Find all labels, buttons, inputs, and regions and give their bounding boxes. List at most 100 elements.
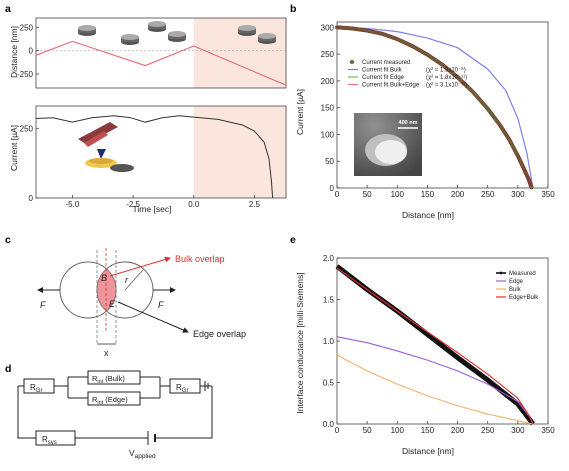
bulk-overlap-arrow: [109, 256, 171, 277]
sem-inset: 400 nm: [354, 113, 422, 176]
x-dimension-label: x: [104, 348, 109, 358]
y-axis-label: Distance [nm]: [9, 26, 19, 78]
plot-frame: [336, 21, 549, 189]
plot-series: [335, 264, 535, 426]
legend-chi2: (χ² = 1.9x10⁻⁸): [426, 67, 466, 74]
panel-a-distance-plot: 250 0 -250 Distance [nm]: [9, 17, 287, 89]
y-tick-label: 0: [330, 184, 335, 193]
y-tick-label: -250: [17, 70, 34, 79]
x-tick-label: 50: [363, 426, 372, 435]
legend-chi2: (χ² = 3.1x10⁻¹²): [426, 83, 467, 89]
y-ticks: 0.0 0.5 1.0 1.5 2.0: [323, 254, 340, 429]
panel-e-conductance-plot: 0 50 100 150 200 250 300 350 0.0 0.5 1.0 1.5 2.0 Di…: [295, 254, 555, 456]
y-ticks: 250 0: [20, 124, 39, 203]
fit-line-edge-bulk: [336, 267, 534, 425]
panel-label-b: b: [290, 3, 296, 15]
x-tick-label: 250: [481, 190, 495, 199]
edge-symbol: E: [109, 299, 116, 309]
bulk-symbol: B: [101, 273, 107, 283]
y-axis-label: Current [µA]: [9, 125, 19, 171]
legend-marker: [349, 59, 355, 65]
edge-overlap-label: Edge overlap: [193, 329, 246, 339]
rsys-label: Rsys: [42, 435, 57, 446]
plot-series: [334, 25, 534, 190]
legend-label: Current fit Bulk+Edge: [362, 83, 420, 89]
x-tick-label: -5.0: [66, 200, 80, 209]
x-tick-label: 0: [335, 190, 340, 199]
y-tick-label: 0: [29, 47, 34, 56]
disc-pictograms: [78, 21, 276, 45]
panel-a-current-plot: 250 0 -5.0 -2.5 0.0 2.5 Current [µA] Time [s…: [9, 105, 287, 214]
legend-marker-dot: [499, 271, 503, 275]
panel-label-e: e: [290, 234, 296, 246]
x-tick-label: 200: [451, 426, 465, 435]
afm-tip-illustration: [78, 122, 134, 172]
x-tick-label: 150: [421, 426, 435, 435]
y-ticks: 250 0 -250: [17, 23, 39, 79]
x-tick-label: 100: [391, 190, 405, 199]
x-axis-label: Distance [nm]: [402, 210, 454, 220]
x-axis-label: Distance [nm]: [402, 446, 454, 456]
legend-label: Current fit Bulk: [362, 68, 403, 74]
vapplied-label: Vapplied: [129, 448, 156, 460]
panel-label-c: c: [5, 234, 11, 246]
y-tick-label: 0.5: [323, 379, 335, 388]
legend-label: Bulk: [509, 287, 522, 293]
measured-line: [335, 264, 535, 426]
x-ticks: 0 50 100 150 200 250 300 350: [335, 185, 555, 199]
y-tick-label: 200: [321, 77, 335, 86]
x-tick-label: 300: [511, 190, 525, 199]
x-tick-label: 100: [391, 426, 405, 435]
distance-series: [35, 40, 287, 86]
bulk-overlap-label: Bulk overlap: [175, 254, 225, 264]
y-ticks: 0 50 100 150 200 250 300: [321, 23, 340, 193]
x-tick-label: 2.5: [249, 200, 261, 209]
panel-label-a: a: [5, 3, 11, 15]
x-ticks: 0 50 100 150 200 250 300 350: [335, 421, 555, 435]
x-tick-label: 50: [363, 190, 372, 199]
x-tick-label: 350: [541, 190, 555, 199]
rgr-left-label: RGr: [30, 383, 42, 394]
wire: [156, 386, 213, 439]
x-tick-label: 200: [451, 190, 465, 199]
plot-frame: [35, 17, 287, 89]
resistor-sys: [35, 430, 76, 446]
current-series: [35, 115, 274, 199]
force-right-label: F: [158, 300, 164, 310]
legend-label: Current fit Edge: [362, 75, 405, 81]
measured-point: [529, 185, 534, 190]
y-tick-label: 150: [321, 104, 335, 113]
rgr-right-label: RGr: [176, 383, 188, 394]
radius-symbol: r: [125, 275, 129, 285]
legend-chi2: (χ² = 1.8x10⁻¹¹): [426, 75, 467, 81]
x-tick-label: 150: [421, 190, 435, 199]
x-ticks: -5.0 -2.5 0.0 2.5: [66, 195, 261, 209]
fit-line-bulk: [336, 354, 534, 425]
panel-label-d: d: [5, 363, 11, 375]
x-tick-label: 350: [541, 426, 555, 435]
radius-line: [124, 269, 144, 291]
panel-b-current-vs-distance: 0 50 100 150 200 250 300 350 0 50 100 150 200 250 300…: [295, 21, 555, 220]
x-tick-label: 0: [335, 426, 340, 435]
y-tick-label: 250: [20, 124, 34, 133]
fit-line-current-fit-bulk: [336, 26, 534, 189]
legend-label: Current measured: [362, 60, 410, 66]
x-axis-label: Time [sec]: [133, 204, 172, 214]
inset-scale-label: 400 nm: [399, 120, 418, 126]
plot-frame: [35, 105, 287, 199]
y-tick-label: 300: [321, 23, 335, 32]
y-tick-label: 2.0: [323, 254, 335, 263]
shaded-region: [193, 106, 286, 198]
legend: Measured Edge Bulk Edge+Bulk: [496, 271, 539, 301]
y-tick-label: 250: [321, 50, 335, 59]
x-tick-label: 0.0: [188, 200, 200, 209]
panel-d-circuit: RGr RGr Rint (Bulk) Rint (Edge) Rsys Vappl…: [17, 370, 213, 460]
x-tick-label: 300: [511, 426, 525, 435]
y-tick-label: 0: [29, 194, 34, 203]
panel-c-overlap-diagram: B r E F F x Bulk overlap Edge overlap: [37, 248, 246, 358]
force-left-label: F: [40, 300, 46, 310]
legend: Current measured Current fit Bulk (χ² = 1.…: [348, 59, 467, 89]
legend-label: Edge+Bulk: [509, 295, 539, 301]
y-tick-label: 0.0: [323, 420, 335, 429]
